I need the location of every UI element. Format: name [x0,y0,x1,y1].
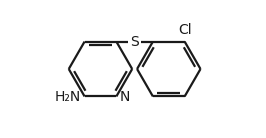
Text: Cl: Cl [179,23,192,37]
Text: N: N [119,90,130,104]
Text: S: S [130,34,139,49]
Text: H₂N: H₂N [54,90,81,104]
